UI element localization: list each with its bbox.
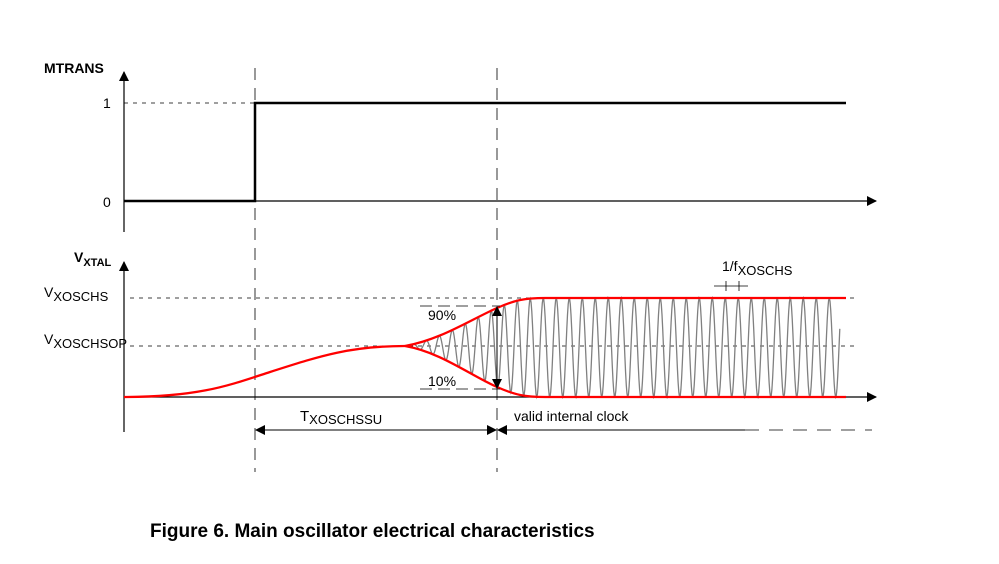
mtrans-signal [124, 101, 846, 203]
level-0-label: 0 [103, 194, 111, 210]
oscillation-waveform [409, 295, 841, 400]
envelope-dc-rise [123, 344, 406, 399]
vxtal-label: VXTAL [74, 249, 112, 269]
period-label: 1/fXOSCHS [722, 258, 793, 278]
startup-time-label: TXOSCHSSU [300, 408, 382, 427]
vxoschs-label: VXOSCHS [44, 284, 109, 304]
pct-90-label: 90% [428, 307, 456, 323]
vxoschsop-label: VXOSCHSOP [44, 331, 127, 351]
pct-10-label: 10% [428, 373, 456, 389]
valid-clock-label: valid internal clock [514, 408, 629, 424]
level-1-label: 1 [103, 95, 111, 111]
figure-caption: Figure 6. Main oscillator electrical cha… [150, 521, 595, 542]
mtrans-label: MTRANS [44, 60, 104, 76]
